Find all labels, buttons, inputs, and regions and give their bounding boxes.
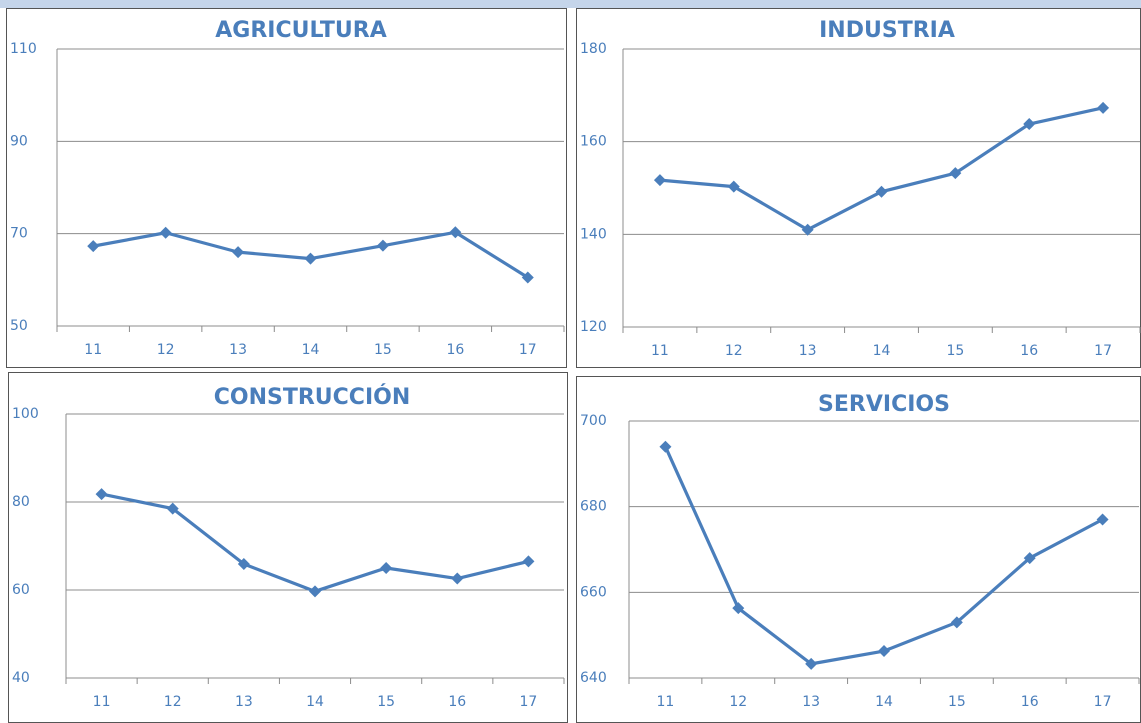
marker	[166, 502, 179, 515]
marker	[309, 585, 321, 598]
x-tick-label: 14	[306, 694, 324, 710]
marker	[451, 572, 464, 585]
marker	[232, 246, 245, 259]
marker	[380, 562, 393, 574]
x-tick-label: 13	[799, 343, 817, 359]
x-tick-label: 12	[164, 694, 182, 710]
x-tick-label: 14	[875, 694, 893, 710]
chart-title: CONSTRUCCIÓN	[214, 384, 411, 410]
x-tick-label: 11	[93, 694, 111, 710]
y-tick-label: 680	[580, 499, 607, 515]
x-tick-label: 16	[1020, 343, 1038, 359]
y-tick-label: 160	[580, 134, 607, 150]
marker	[95, 488, 108, 501]
y-tick-label: 180	[580, 41, 607, 57]
marker	[159, 226, 172, 239]
chart-title: INDUSTRIA	[819, 18, 955, 43]
x-tick-label: 13	[229, 342, 247, 358]
marker	[522, 555, 535, 568]
x-tick-label: 11	[84, 342, 102, 358]
x-tick-label: 13	[235, 694, 253, 710]
x-tick-label: 15	[377, 694, 395, 710]
marker	[237, 558, 250, 571]
x-tick-label: 11	[651, 343, 669, 359]
marker	[727, 180, 740, 193]
marker	[878, 645, 890, 658]
marker	[801, 223, 814, 236]
panel-frame	[8, 372, 568, 723]
x-tick-label: 12	[725, 343, 743, 359]
marker	[1096, 513, 1109, 526]
y-tick-label: 640	[580, 670, 607, 686]
chart-title: SERVICIOS	[818, 392, 950, 417]
marker	[875, 185, 888, 198]
y-tick-label: 60	[12, 582, 30, 598]
marker	[949, 167, 962, 180]
x-tick-label: 14	[873, 343, 891, 359]
y-tick-label: 90	[10, 133, 28, 149]
y-tick-label: 70	[10, 226, 28, 242]
x-tick-label: 14	[302, 342, 320, 358]
y-tick-label: 40	[12, 670, 30, 686]
x-tick-label: 16	[1021, 694, 1039, 710]
y-tick-label: 100	[12, 406, 39, 422]
marker	[87, 240, 100, 253]
y-tick-label: 110	[10, 41, 37, 57]
x-tick-label: 11	[657, 694, 675, 710]
x-tick-label: 17	[519, 342, 537, 358]
x-tick-label: 16	[448, 694, 466, 710]
y-tick-label: 120	[580, 319, 607, 335]
x-tick-label: 17	[520, 694, 538, 710]
y-tick-label: 50	[10, 318, 28, 334]
x-tick-label: 15	[946, 343, 964, 359]
y-tick-label: 140	[580, 226, 607, 242]
x-tick-label: 17	[1094, 694, 1112, 710]
marker	[732, 602, 745, 615]
panel-frame	[576, 376, 1141, 723]
marker	[449, 226, 462, 239]
panel-frame	[6, 8, 567, 368]
marker	[376, 239, 389, 252]
y-tick-label: 660	[580, 584, 607, 600]
y-tick-label: 700	[580, 413, 607, 429]
x-tick-label: 15	[948, 694, 966, 710]
chart-title: AGRICULTURA	[215, 18, 386, 43]
x-tick-label: 12	[157, 342, 175, 358]
x-tick-label: 17	[1094, 343, 1112, 359]
marker	[653, 174, 666, 187]
marker	[1097, 101, 1110, 114]
x-tick-label: 16	[446, 342, 464, 358]
x-tick-label: 12	[729, 694, 747, 710]
x-tick-label: 13	[802, 694, 820, 710]
marker	[950, 616, 963, 629]
marker	[659, 440, 672, 453]
panel-frame	[576, 8, 1141, 368]
marker	[521, 271, 534, 284]
marker	[1023, 118, 1036, 131]
y-tick-label: 80	[12, 494, 30, 510]
x-tick-label: 15	[374, 342, 392, 358]
marker	[304, 252, 317, 265]
marker	[1023, 552, 1036, 565]
marker	[805, 657, 818, 670]
top-strip	[0, 0, 1141, 8]
